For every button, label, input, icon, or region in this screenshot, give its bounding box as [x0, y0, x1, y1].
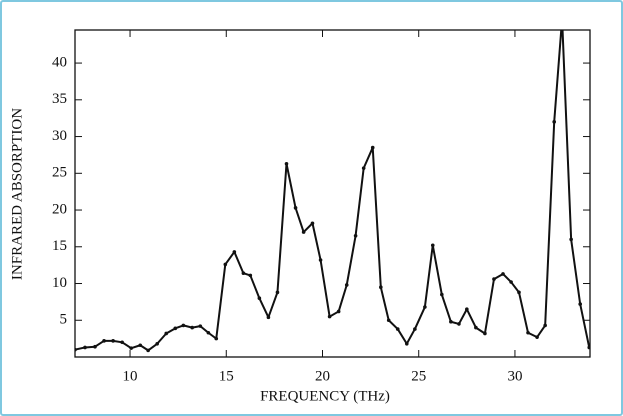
data-point [474, 325, 478, 330]
data-point [83, 345, 87, 350]
x-tick-label: 25 [411, 368, 426, 384]
data-point [155, 341, 159, 346]
y-tick-label: 20 [52, 201, 67, 217]
data-point [181, 323, 186, 328]
data-point [129, 346, 133, 350]
data-point [492, 277, 496, 281]
data-point [569, 237, 573, 242]
y-tick-label: 15 [52, 238, 67, 254]
x-tick-label: 30 [507, 368, 522, 384]
x-tick-label: 20 [315, 368, 330, 384]
data-point [232, 250, 237, 254]
data-point [449, 319, 453, 324]
data-point [379, 285, 383, 289]
data-point [552, 120, 557, 124]
data-point [241, 271, 246, 276]
data-point [198, 324, 203, 328]
data-point [93, 344, 97, 349]
data-point [404, 341, 409, 346]
data-point [190, 325, 195, 330]
y-tick-label: 30 [52, 128, 67, 144]
plot-area [74, 29, 591, 358]
data-point [344, 283, 349, 287]
data-point [146, 348, 150, 353]
data-point [465, 307, 469, 312]
data-point [248, 273, 253, 278]
data-point [266, 315, 271, 320]
data-point [301, 230, 306, 234]
data-point [413, 327, 417, 331]
data-point [423, 305, 427, 309]
data-point [587, 345, 590, 350]
data-point [543, 323, 547, 328]
x-tick-label: 15 [219, 368, 234, 384]
data-point [353, 233, 358, 238]
data-point [293, 206, 298, 210]
y-tick-label: 25 [52, 165, 67, 181]
data-point [120, 340, 124, 345]
data-point [509, 280, 513, 284]
data-point [457, 322, 461, 326]
y-tick-label: 35 [52, 91, 67, 107]
data-point [440, 292, 444, 297]
y-tick-label: 5 [60, 312, 68, 328]
data-point [535, 335, 539, 339]
data-point [275, 290, 280, 295]
data-point [214, 336, 219, 341]
data-point [284, 161, 289, 166]
data-point [206, 330, 211, 335]
data-point [111, 339, 115, 343]
data-point [386, 318, 391, 323]
data-point [138, 343, 143, 348]
data-point [75, 347, 77, 352]
data-point [102, 339, 106, 343]
data-point [257, 296, 262, 301]
y-tick-label: 10 [52, 275, 67, 291]
data-point [517, 290, 521, 295]
data-point [318, 258, 323, 262]
y-tick-label: 40 [52, 55, 67, 71]
data-point [395, 327, 400, 331]
data-point [310, 221, 315, 226]
x-axis-label: FREQUENCY (THz) [260, 388, 390, 404]
data-point [223, 262, 228, 267]
data-point [164, 331, 169, 336]
data-point [336, 309, 341, 314]
data-line [75, 30, 590, 352]
plot-content [75, 17, 590, 353]
data-point [501, 272, 505, 276]
data-point [370, 145, 375, 150]
data-point [526, 330, 530, 335]
data-point [578, 302, 582, 306]
data-point [327, 314, 332, 319]
data-point [173, 326, 178, 331]
data-point [560, 17, 564, 21]
data-point [430, 243, 435, 248]
x-tick-label: 10 [123, 368, 138, 384]
data-point [483, 331, 487, 336]
data-point [361, 166, 366, 170]
y-axis-label: INFRARED ABSORPTION [9, 108, 25, 280]
